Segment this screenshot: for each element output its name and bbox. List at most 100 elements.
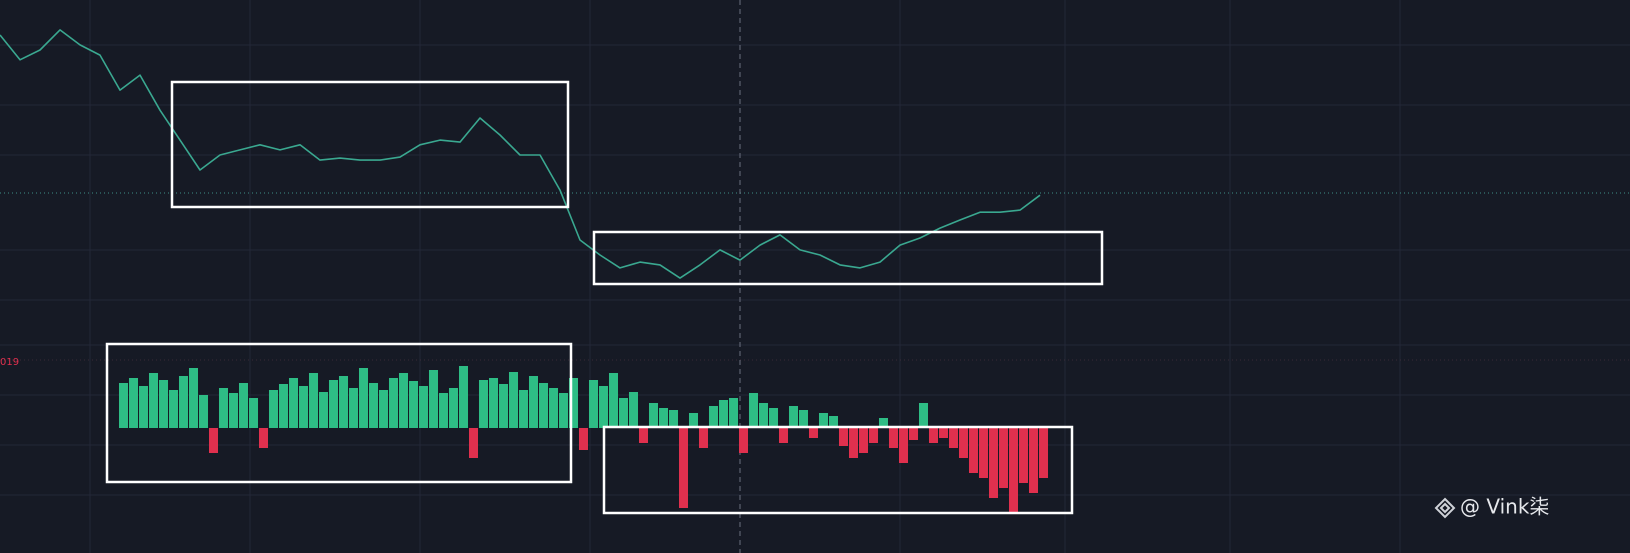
histogram-bar — [629, 392, 638, 428]
pane-label: 019 — [0, 357, 19, 368]
histogram-bar — [129, 378, 138, 428]
histogram-bar — [219, 388, 228, 428]
histogram-bar — [239, 383, 248, 428]
watermark: @ Vink柒 — [1460, 495, 1549, 519]
histogram-bar — [539, 383, 548, 428]
histogram-bar — [389, 378, 398, 428]
histogram-bar — [849, 428, 858, 458]
histogram-bar — [349, 388, 358, 428]
histogram-bar — [1009, 428, 1018, 513]
histogram-bar — [889, 428, 898, 448]
price-line — [0, 29, 1041, 279]
histogram-bar — [529, 376, 538, 428]
histogram-bar — [789, 406, 798, 428]
histogram-bar — [189, 368, 198, 428]
histogram-bar — [459, 366, 468, 428]
logo — [1434, 497, 1456, 519]
histogram-bar — [449, 388, 458, 428]
histogram-bar — [359, 368, 368, 428]
histogram-bar — [269, 390, 278, 428]
histogram-bar — [159, 380, 168, 428]
histogram-bar — [249, 398, 258, 428]
histogram-bar — [439, 393, 448, 428]
histogram-bar — [589, 380, 598, 428]
annotation-boxes — [105, 80, 1104, 515]
histogram-bar — [299, 386, 308, 428]
histogram-bar — [199, 395, 208, 428]
histogram-bar — [169, 390, 178, 428]
histogram-bar — [979, 428, 988, 478]
histogram-bar — [499, 384, 508, 428]
histogram-bar — [279, 384, 288, 428]
histogram-bar — [559, 393, 568, 428]
histogram-bar — [489, 378, 498, 428]
histogram-bar — [679, 428, 688, 508]
histogram-bar — [929, 428, 938, 443]
histogram-bar — [809, 428, 818, 438]
histogram-bar — [409, 381, 418, 428]
histogram-bar — [329, 380, 338, 428]
histogram-bar — [969, 428, 978, 473]
histogram-bar — [699, 428, 708, 448]
histogram-bar — [989, 428, 998, 498]
histogram-bar — [229, 393, 238, 428]
histogram-bar — [579, 428, 588, 450]
histogram-bar — [649, 403, 658, 428]
histogram-bar — [739, 428, 748, 453]
histogram-bar — [1029, 428, 1038, 493]
histogram-bar — [119, 383, 128, 428]
histogram-bar — [599, 386, 608, 428]
histogram-bar — [639, 428, 648, 443]
histogram-bar — [709, 406, 718, 428]
histogram-bar — [779, 428, 788, 443]
histogram-bar — [909, 428, 918, 440]
histogram-bar — [419, 386, 428, 428]
histogram-bar — [749, 393, 758, 428]
histogram-bar — [179, 376, 188, 428]
histogram-bar — [609, 373, 618, 428]
histogram-bar — [619, 398, 628, 428]
histogram-bar — [309, 373, 318, 428]
histogram-bar — [519, 390, 528, 428]
histogram-bar — [839, 428, 848, 446]
histogram-bar — [289, 378, 298, 428]
histogram-bar — [819, 413, 828, 428]
histogram-bar — [319, 392, 328, 428]
histogram-bar — [379, 390, 388, 428]
histogram-bar — [149, 373, 158, 428]
histogram-bar — [869, 428, 878, 443]
histogram-bar — [999, 428, 1008, 488]
histogram-bar — [669, 410, 678, 428]
histogram-bar — [549, 388, 558, 428]
histogram-bar — [799, 410, 808, 428]
histogram-bar — [509, 372, 518, 428]
histogram-bar — [139, 386, 148, 428]
histogram-bar — [1039, 428, 1048, 478]
histogram-bar — [259, 428, 268, 448]
histogram-bar — [859, 428, 868, 453]
histogram-bar — [369, 383, 378, 428]
plot — [0, 29, 1048, 513]
histogram-bar — [829, 416, 838, 428]
histogram-bar — [769, 408, 778, 428]
histogram-bar — [479, 380, 488, 428]
histogram-bar — [1019, 428, 1028, 483]
histogram-bar — [659, 408, 668, 428]
histogram-bar — [759, 403, 768, 428]
histogram-bar — [339, 376, 348, 428]
histogram-bar — [209, 428, 218, 453]
histogram-bar — [939, 428, 948, 438]
histogram-bar — [919, 403, 928, 428]
histogram-bar — [879, 418, 888, 428]
histogram-bar — [949, 428, 958, 448]
histogram-bar — [469, 428, 478, 458]
histogram-bar — [959, 428, 968, 458]
histogram-bar — [399, 373, 408, 428]
histogram-bar — [729, 398, 738, 428]
histogram-bar — [569, 378, 578, 428]
histogram-bar — [899, 428, 908, 463]
